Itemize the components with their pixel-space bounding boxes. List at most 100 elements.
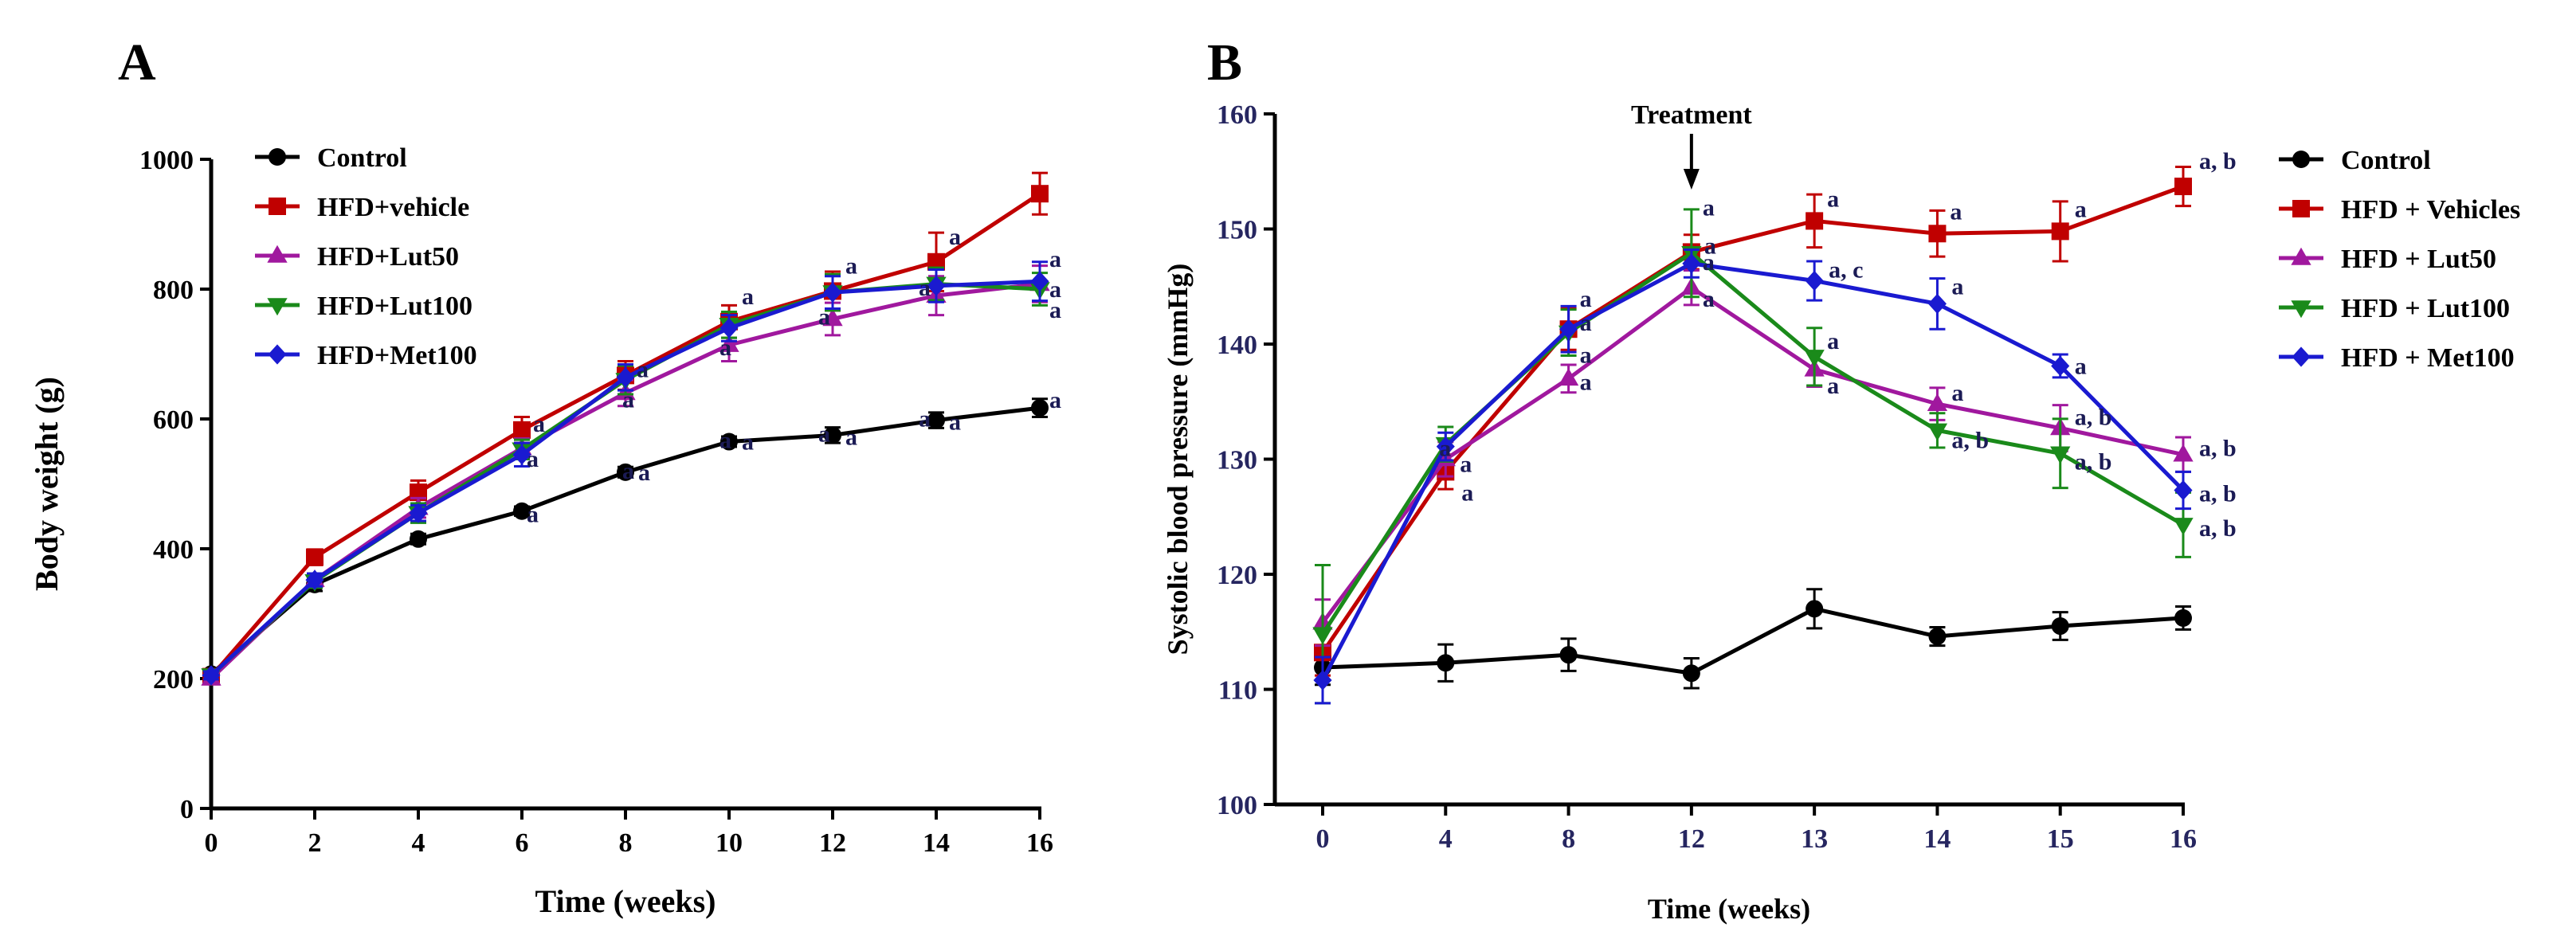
x-tick-label: 0 [205,828,218,858]
significance-label: a [845,252,857,279]
legend-marker [268,344,287,365]
significance-label: a [2075,196,2087,222]
data-point-hfd-vehicles [2051,222,2069,241]
data-point-control [1559,646,1578,664]
data-point-hfd-lut50 [2173,444,2194,462]
y-tick-label: 1000 [139,146,194,175]
y-tick-label: 600 [153,405,194,435]
data-point-control [1682,664,1700,683]
data-point-hfd-vehicles [2174,178,2192,196]
y-tick-label: 160 [1217,100,1257,130]
legend-label: Control [317,143,407,173]
significance-label: a [919,275,931,301]
y-tick-label: 800 [153,276,194,305]
y-tick-label: 0 [180,795,194,824]
significance-label: a [1580,342,1592,369]
data-point-hfd-met100 [927,276,946,296]
y-tick-label: 120 [1217,561,1257,590]
significance-label: a [622,386,634,413]
x-tick-label: 0 [1316,824,1330,854]
data-point-hfd-met100 [1559,319,1578,339]
data-point-hfd-lut100 [1927,423,1948,441]
y-tick-label: 130 [1217,446,1257,475]
x-tick-label: 14 [923,828,950,858]
x-axis-title: Time (weeks) [535,883,716,919]
significance-label: a [1703,249,1715,276]
significance-label: a [1580,369,1592,395]
significance-label: a, b [2075,404,2112,430]
data-point-hfd-met100 [202,665,221,686]
data-point-hfd-vehicle [306,548,323,566]
panel-letter-a: A [118,33,156,92]
treatment-label: Treatment [1631,100,1752,130]
significance-label: a [1580,310,1592,336]
significance-label: a [1951,380,1963,406]
significance-label: a, b [1951,427,1989,453]
significance-label: a [1460,451,1472,477]
chart-b-systolic-pressure: 100 110 120 130 140 150 160 0 4 8 12 13 14 15 16 Systol… [1162,100,2520,925]
data-point-hfd-met100 [1436,436,1455,457]
chart-a-body-weight: 0 200 400 600 800 1000 0 2 4 6 8 10 12 14 16 Body weigh… [29,143,1061,919]
data-point-hfd-met100 [2051,355,2070,377]
data-point-hfd-met100 [409,503,428,523]
significance-label: a [1827,328,1839,354]
significance-label: a, b [2199,148,2237,174]
data-point-hfd-lut100 [1312,627,1333,645]
data-point-hfd-lut50 [719,334,739,352]
legend-entry-hfd-lut100: HFD+Lut100 [255,292,472,321]
data-point-hfd-met100 [305,569,324,590]
data-point-hfd-lut50 [822,308,843,327]
significance-label: a [1049,297,1061,323]
legend-marker [2291,247,2311,265]
legend-label: HFD+Lut100 [317,292,472,321]
x-tick-label: 8 [1562,824,1575,854]
significance-label: a [742,429,754,456]
significance-label: a [1827,373,1839,399]
legend-marker [2292,346,2311,367]
significance-label: a [818,421,830,447]
legend-label: HFD + Lut50 [2341,245,2496,274]
y-tick-label: 200 [153,665,194,695]
legend-label: HFD + Vehicles [2341,195,2520,225]
x-tick-label: 12 [1678,824,1705,854]
data-point-hfd-met100 [2174,479,2193,501]
data-point-control [1437,654,1455,672]
x-tick-label: 10 [716,828,743,858]
significance-label: a [949,409,961,436]
significance-label: a [638,460,650,486]
legend-marker [2291,300,2311,319]
x-tick-label: 14 [1923,824,1951,854]
significance-label: a [1580,286,1592,312]
series-line-hfd-lut50 [1321,285,2184,624]
legend-marker [2292,151,2310,168]
data-point-control [617,463,634,481]
legend-label: HFD+Lut50 [317,242,459,272]
series-line-hfd-met100 [1320,261,2185,682]
significance-label: a [1827,186,1839,212]
data-point-hfd-met100 [823,282,842,303]
significance-label: a, b [2199,436,2237,462]
legend-entry-hfd-lut50: HFD+Lut50 [255,242,459,272]
x-tick-label: 6 [516,828,529,858]
data-point-control [927,411,945,429]
series-hfd-met100 [202,260,1049,686]
significance-label: a [527,446,539,472]
data-point-hfd-vehicle [1031,185,1049,203]
data-point-hfd-met100 [1030,271,1049,292]
legend-label: HFD + Met100 [2341,343,2515,373]
panel-letter-b: B [1207,33,1242,92]
significance-label: a [1439,435,1451,461]
data-point-hfd-vehicles [1928,225,1947,243]
treatment-arrow-head [1683,169,1700,190]
y-tick-label: 150 [1217,216,1257,245]
x-tick-label: 8 [619,828,633,858]
significance-label: a, b [2075,448,2112,475]
significance-label: a, c [1829,257,1863,284]
data-point-hfd-lut100 [2173,518,2194,536]
legend-label: HFD + Lut100 [2341,294,2510,323]
data-point-hfd-met100 [1313,670,1332,691]
legend-entry-control: Control [2279,146,2431,175]
x-axis-title: Time (weeks) [1648,893,1810,925]
data-point-hfd-met100 [719,318,739,339]
significance-label: a [719,335,731,361]
